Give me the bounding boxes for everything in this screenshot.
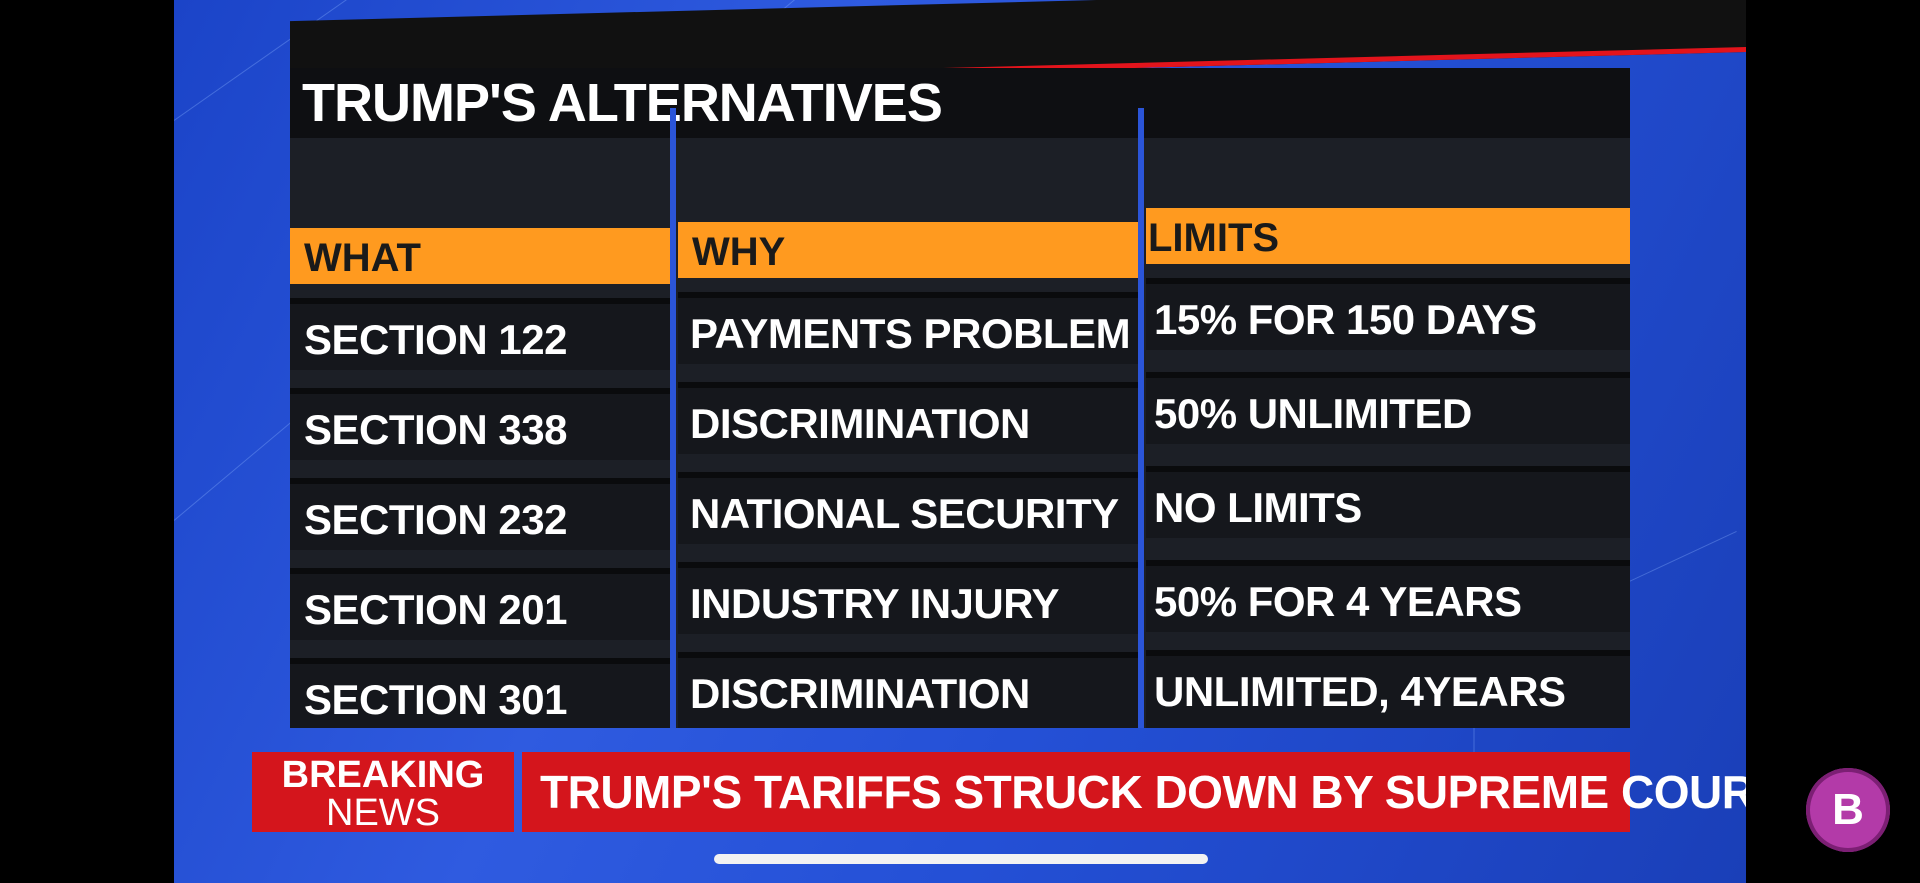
table-cell: SECTION 232 [290, 478, 670, 550]
graphic-title: TRUMP'S ALTERNATIVES [290, 68, 1630, 138]
table-cell: PAYMENTS PROBLEM [678, 292, 1138, 364]
table-cell: NO LIMITS [1146, 466, 1630, 538]
table-cell: DISCRIMINATION [678, 652, 1138, 728]
table-cell: INDUSTRY INJURY [678, 562, 1138, 634]
ticker-headline: TRUMP'S TARIFFS STRUCK DOWN BY SUPREME C… [522, 752, 1746, 832]
column-what: WHAT SECTION 122 SECTION 338 SECTION 232… [290, 138, 670, 728]
table-cell: SECTION 201 [290, 568, 670, 640]
breaking-label-line2: NEWS [326, 792, 440, 834]
table-cell: UNLIMITED, 4YEARS [1146, 650, 1630, 728]
table-cell: NATIONAL SECURITY [678, 472, 1138, 544]
column-why: WHY PAYMENTS PROBLEM DISCRIMINATION NATI… [678, 138, 1138, 728]
column-header: WHY [678, 222, 1138, 278]
table-cell: 50% UNLIMITED [1146, 372, 1630, 444]
table-cell: SECTION 122 [290, 298, 670, 370]
table-cell: 15% FOR 150 DAYS [1146, 278, 1630, 350]
graphic-board: TRUMP'S ALTERNATIVES WHAT SECTION 122 SE… [290, 68, 1630, 728]
column-header: LIMITS [1146, 208, 1630, 264]
breaking-news-label: BREAKING NEWS [252, 752, 514, 832]
column-limits: LIMITS 15% FOR 150 DAYS 50% UNLIMITED NO… [1146, 138, 1630, 728]
table-cell: 50% FOR 4 YEARS [1146, 560, 1630, 632]
column-divider [1138, 108, 1144, 728]
column-header: WHAT [290, 228, 670, 284]
tv-screen: TRUMP'S ALTERNATIVES WHAT SECTION 122 SE… [174, 0, 1746, 883]
table-cell: SECTION 338 [290, 388, 670, 460]
table-cell: SECTION 301 [290, 658, 670, 728]
home-indicator[interactable] [714, 854, 1208, 864]
channel-logo-icon: B [1806, 768, 1890, 852]
table-cell: DISCRIMINATION [678, 382, 1138, 454]
alternatives-table: WHAT SECTION 122 SECTION 338 SECTION 232… [290, 108, 1630, 728]
breaking-label-line1: BREAKING [281, 754, 485, 796]
column-divider [670, 108, 676, 728]
